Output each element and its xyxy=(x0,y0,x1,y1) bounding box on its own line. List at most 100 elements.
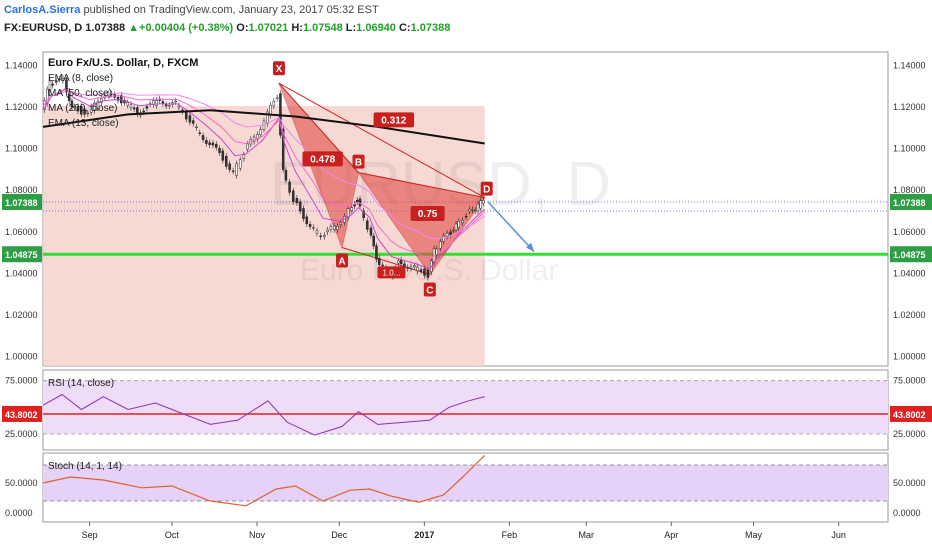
candle-up xyxy=(416,266,419,272)
candle-up xyxy=(476,203,480,212)
high-label: H: xyxy=(291,22,303,34)
candle-up xyxy=(350,207,354,211)
indicator-legend: EMA (8, close) xyxy=(48,73,113,84)
candle-up xyxy=(58,78,61,81)
price-tick-right: 1.10000 xyxy=(893,144,926,154)
candle-up xyxy=(235,163,238,176)
candle-up xyxy=(312,227,315,229)
candle-down xyxy=(281,128,285,170)
rsi-panel[interactable]: RSI (14, close) 75.0000 75.0000 25.0000 25.0… xyxy=(2,369,932,451)
stoch-title: Stoch (14, 1, 14) xyxy=(48,461,122,472)
point-label: X xyxy=(276,64,283,75)
ema-13-line xyxy=(42,89,486,260)
candle-up xyxy=(129,104,133,109)
candle-down xyxy=(423,268,426,276)
candle-up xyxy=(454,223,458,231)
price-tick-right: 1.12000 xyxy=(893,102,926,112)
candle-up xyxy=(168,105,171,107)
candle-up xyxy=(461,220,464,223)
candle-down xyxy=(464,216,468,218)
candle-down xyxy=(381,264,384,267)
price-tick-right: 1.08000 xyxy=(893,185,926,195)
candle-down xyxy=(83,108,86,115)
last-price-badge-left: 1.07388 xyxy=(5,198,38,208)
candle-down xyxy=(208,142,211,145)
stoch-tick-right: 50.0000 xyxy=(893,478,926,488)
candle-down xyxy=(211,142,215,146)
axis-label: Mar xyxy=(578,530,594,540)
candle-down xyxy=(298,201,302,212)
candle-down xyxy=(372,235,375,247)
price-change: +0.00404 (+0.38%) xyxy=(139,22,234,34)
rsi-tick-right: 25.0000 xyxy=(893,429,926,439)
candle-down xyxy=(288,181,291,193)
axis-label: Nov xyxy=(249,530,266,540)
candle-down xyxy=(375,245,378,260)
candle-up xyxy=(256,134,259,140)
candle-up xyxy=(96,101,100,109)
candle-up xyxy=(471,209,474,211)
candle-up xyxy=(346,208,350,218)
projection-arrow xyxy=(487,201,535,253)
candle-down xyxy=(218,147,221,153)
ratio-badge xyxy=(410,206,445,222)
indicator-legend: EMA (13, close) xyxy=(48,118,119,129)
price-tick-right: 1.06000 xyxy=(893,227,926,237)
point-badge xyxy=(336,253,349,268)
candle-up xyxy=(89,106,93,113)
pattern-point-x: X xyxy=(272,61,285,76)
pattern-point-a: A xyxy=(336,253,349,268)
last-price-badge-right: 1.07388 xyxy=(893,198,926,208)
symbol-info: FX:EURUSD, D 1.07388 ▲+0.00404 (+0.38%) … xyxy=(4,22,450,34)
axis-label: 2017 xyxy=(414,530,434,540)
price-tick-left: 1.06000 xyxy=(5,227,38,237)
candle-down xyxy=(80,106,83,115)
last-price-badge-right-bg xyxy=(890,193,932,210)
rsi-title: RSI (14, close) xyxy=(48,378,114,389)
candle-down xyxy=(377,258,381,265)
stoch-panel[interactable]: Stoch (14, 1, 14) 50.0000 50.0000 0.0000 0.0… xyxy=(5,452,926,523)
candle-up xyxy=(259,129,262,136)
price-panel[interactable]: 1.14000 1.14000 1.12000 1.12000 1.10000 1.100… xyxy=(2,51,932,367)
candle-down xyxy=(145,106,149,109)
candle-up xyxy=(439,241,442,249)
ratio-label: 0.75 xyxy=(410,206,445,222)
candle-down xyxy=(205,140,208,144)
candle-up xyxy=(48,80,52,96)
candle-up xyxy=(326,229,329,232)
candle-down xyxy=(54,80,58,83)
candle-down xyxy=(191,120,195,124)
ratio-label: 0.312 xyxy=(373,112,415,128)
close-value: 1.07388 xyxy=(410,22,451,34)
rsi-tick-left: 75.0000 xyxy=(5,376,38,386)
candle-down xyxy=(228,163,231,170)
ratio-text: 0.75 xyxy=(418,209,438,220)
candle-down xyxy=(406,267,409,269)
candle-up xyxy=(73,106,76,108)
stoch-tick-left: 0.0000 xyxy=(5,508,33,518)
point-label: B xyxy=(355,158,362,169)
ratio-badge xyxy=(373,112,415,128)
up-arrow-icon: ▲ xyxy=(128,22,140,34)
candle-up xyxy=(272,100,276,107)
price-tick-right: 1.00000 xyxy=(893,352,926,362)
author-name[interactable]: CarlosA.Sierra xyxy=(4,4,81,16)
price-tick-left: 1.12000 xyxy=(5,102,38,112)
low-value: 1.06940 xyxy=(356,22,396,34)
time-axis: Sep Oct Nov Dec 2017 Feb Mar Apr May Jun xyxy=(82,522,846,540)
candle-up xyxy=(238,159,242,169)
stoch-line xyxy=(42,454,486,507)
candle-up xyxy=(473,209,477,212)
candle-down xyxy=(70,100,74,108)
ratio-badge xyxy=(302,151,343,167)
axis-label: Apr xyxy=(664,530,678,540)
point-badge xyxy=(352,154,365,169)
indicator-legend: MA (50, close) xyxy=(48,88,112,99)
support-badge-right-bg xyxy=(890,246,932,263)
candle-down xyxy=(221,150,225,161)
point-badge xyxy=(480,181,493,196)
ratio-label: 0.478 xyxy=(302,151,343,167)
axis-label: Feb xyxy=(502,530,518,540)
candle-up xyxy=(275,97,279,100)
